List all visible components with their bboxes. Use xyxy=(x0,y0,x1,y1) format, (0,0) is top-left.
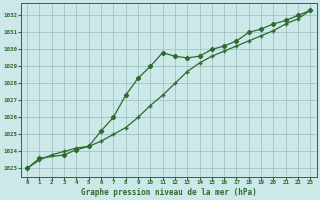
X-axis label: Graphe pression niveau de la mer (hPa): Graphe pression niveau de la mer (hPa) xyxy=(81,188,257,197)
